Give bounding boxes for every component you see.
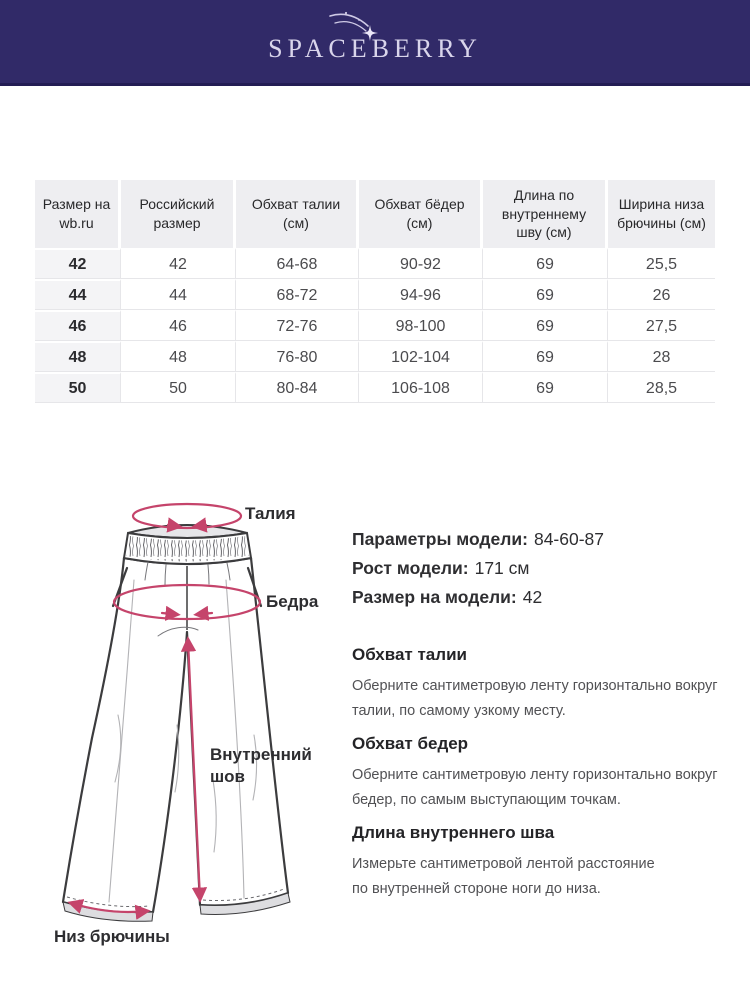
inseam-label: Внутренний шов [210,745,312,787]
brand-logo-text: SPACEBERRY [268,33,482,63]
brand-logo: SPACEBERRY [268,11,482,64]
model-size-value: 42 [522,587,543,607]
cell-ru-size: 50 [121,372,236,403]
cell-hem: 28,5 [608,372,715,403]
hips-label: Бедра [266,592,319,611]
hem-measure-arrow [67,899,151,920]
cell-ru-size: 46 [121,310,236,341]
cell-waist: 64-68 [236,248,359,279]
cell-size: 44 [35,279,121,310]
model-size-label: Размер на модели: [352,587,517,607]
col-header-hem-width: Ширина низа брючины (см) [608,180,715,248]
measurement-marks [67,502,262,920]
table-row: 48 48 76-80 102-104 69 28 [35,341,715,372]
hips-instruction-body: Оберните сантиметровую ленту горизонталь… [352,767,718,809]
cell-waist: 76-80 [236,341,359,372]
inseam-measure-arrow [180,636,208,903]
model-parameters-line: Параметры модели: 84-60-87 [352,525,722,554]
size-table: Размер на wb.ru Российский размер Обхват… [35,180,715,403]
cell-waist: 68-72 [236,279,359,310]
model-parameters-value: 84-60-87 [533,529,605,549]
cell-ru-size: 42 [121,248,236,279]
model-height-line: Рост модели: 171 см [352,554,722,583]
table-row: 46 46 72-76 98-100 69 27,5 [35,310,715,341]
waist-instruction-body: Оберните сантиметровую ленту горизонталь… [352,678,718,720]
cell-hips: 106-108 [359,372,483,403]
cell-hips: 90-92 [359,248,483,279]
pants-diagram [61,502,291,922]
inseam-instruction-title: Длина внутреннего шва [352,823,555,842]
table-row: 42 42 64-68 90-92 69 25,5 [35,248,715,279]
col-header-ru-size: Российский размер [121,180,236,248]
cell-hem: 26 [608,279,715,310]
col-header-hips: Обхват бёдер (см) [359,180,483,248]
cell-size: 46 [35,310,121,341]
col-header-inseam: Длина по внутреннему шву (см) [483,180,608,248]
size-table-header-row: Размер на wb.ru Российский размер Обхват… [35,180,715,248]
cell-hips: 102-104 [359,341,483,372]
waist-instruction-section: Обхват талии Оберните сантиметровую лент… [352,645,724,725]
cell-hips: 98-100 [359,310,483,341]
cell-ru-size: 44 [121,279,236,310]
cell-hips: 94-96 [359,279,483,310]
cell-hem: 28 [608,341,715,372]
waist-instruction-title: Обхват талии [352,645,467,664]
model-parameters-label: Параметры модели: [352,529,528,549]
cell-size: 48 [35,341,121,372]
model-height-value: 171 см [474,558,530,578]
col-header-wb-size: Размер на wb.ru [35,180,121,248]
table-row: 44 44 68-72 94-96 69 26 [35,279,715,310]
model-size-line: Размер на модели: 42 [352,583,722,612]
table-row: 50 50 80-84 106-108 69 28,5 [35,372,715,403]
cell-waist: 80-84 [236,372,359,403]
cell-waist: 72-76 [236,310,359,341]
shooting-star-icon [329,11,379,41]
hips-measure-ellipse [112,583,262,621]
hips-instruction-title: Обхват бедер [352,734,469,753]
col-header-waist: Обхват талии (см) [236,180,359,248]
hem-label: Низ брючины [54,927,170,946]
cell-ru-size: 48 [121,341,236,372]
model-info-block: Параметры модели: 84-60-87 Рост модели: 17… [352,525,722,612]
cell-size: 42 [35,248,121,279]
model-height-label: Рост модели: [352,558,469,578]
cell-inseam: 69 [483,310,608,341]
waist-measure-ellipse [131,502,243,530]
cell-hem: 25,5 [608,248,715,279]
cell-inseam: 69 [483,279,608,310]
inseam-instruction-body: Измерьте сантиметровой лентой расстояние… [352,856,655,898]
cell-hem: 27,5 [608,310,715,341]
cell-inseam: 69 [483,341,608,372]
hips-instruction-section: Обхват бедер Оберните сантиметровую лент… [352,734,724,814]
inseam-instruction-section: Длина внутреннего шва Измерьте сантиметр… [352,823,724,903]
waist-label: Талия [245,504,296,523]
brand-header: SPACEBERRY [0,0,750,86]
cell-inseam: 69 [483,248,608,279]
cell-size: 50 [35,372,121,403]
cell-inseam: 69 [483,372,608,403]
